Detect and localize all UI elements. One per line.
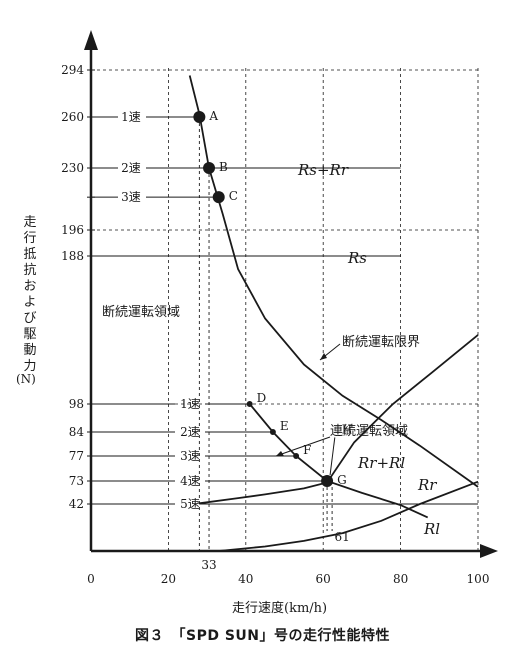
data-point	[212, 191, 225, 204]
series-line-rr	[218, 480, 479, 552]
x-extra-tick-label: 33	[201, 558, 216, 572]
gear-label: 2速	[121, 161, 141, 175]
x-tick-label: 40	[238, 572, 253, 586]
data-point-label: C	[229, 189, 238, 203]
y-tick-label: 196	[61, 223, 84, 237]
y-tick-label: 42	[69, 497, 84, 511]
x-axis-arrow	[480, 544, 498, 558]
data-point	[203, 162, 216, 174]
y-axis-arrow	[84, 30, 98, 50]
gear-label: 3速	[180, 449, 200, 463]
gear-label: 4速	[180, 474, 200, 488]
series-line-	[188, 75, 479, 488]
annotation-intermittent-region: 断続運転領域	[102, 304, 180, 320]
y-tick-label: 260	[61, 110, 84, 124]
data-point	[293, 453, 300, 459]
data-point	[193, 111, 206, 123]
x-axis-label: 走行速度(km/h)	[232, 601, 328, 616]
data-point-label: F	[303, 443, 311, 457]
data-point-label: E	[280, 419, 289, 433]
x-tick-label: 20	[161, 572, 176, 586]
y-tick-label: 294	[61, 63, 84, 77]
data-point-label: B	[219, 160, 228, 174]
gear-label: 5速	[180, 497, 200, 511]
annotation-arrow	[275, 436, 331, 457]
x-tick-label: 0	[87, 572, 95, 586]
y-tick-label: 98	[69, 397, 84, 411]
y-tick-label: 73	[69, 474, 84, 488]
annotation-continuous-region: 連続運転領域	[330, 423, 408, 439]
data-point-label: D	[257, 391, 267, 405]
y-axis-unit: (N)	[16, 372, 36, 386]
y-tick-label: 230	[61, 161, 84, 175]
series-label: Rs+Rr	[297, 161, 349, 179]
data-point-label: H	[342, 422, 352, 436]
series-label: Rs	[347, 249, 367, 267]
y-tick-label: 84	[69, 425, 85, 439]
y-axis-label: 走行抵抗および駆動力	[23, 215, 37, 374]
series-label: Rr+Rl	[357, 454, 405, 472]
data-point	[246, 401, 253, 407]
figure-caption: 図３ 「SPD SUN」号の走行性能特性	[134, 628, 390, 644]
gear-label: 1速	[121, 110, 141, 124]
gear-label: 3速	[121, 190, 141, 204]
annotation-intermittent-limit: 断続運転限界	[342, 335, 420, 350]
series-label: Rr	[417, 476, 437, 494]
x-tick-label: 100	[467, 572, 490, 586]
x-tick-label: 80	[393, 572, 408, 586]
y-tick-label: 188	[61, 249, 84, 263]
series-label: Rl	[423, 520, 440, 538]
x-tick-label: 60	[316, 572, 331, 586]
data-point-label: A	[208, 109, 218, 123]
annotation-arrowhead	[276, 451, 284, 456]
gear-label: 2速	[180, 425, 200, 439]
h-leader	[329, 437, 336, 476]
annotation-arrowhead	[320, 353, 327, 360]
data-point-label: G	[337, 473, 347, 487]
data-point	[269, 429, 276, 435]
gear-label: 1速	[180, 397, 200, 411]
data-point	[321, 475, 334, 487]
y-tick-label: 77	[69, 449, 84, 463]
